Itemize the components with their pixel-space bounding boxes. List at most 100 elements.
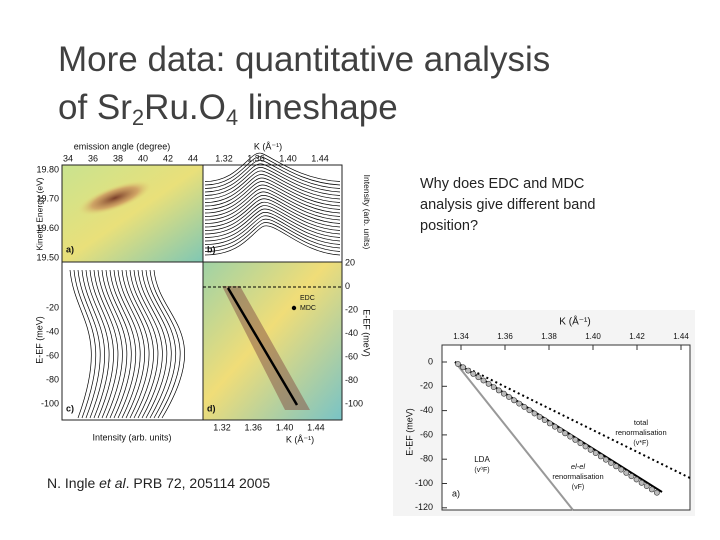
mdc-curve — [137, 269, 168, 419]
panel-c — [61, 261, 204, 421]
label: -60 — [345, 351, 358, 361]
label: 1.44 — [307, 422, 325, 432]
title-text: lineshape — [238, 88, 398, 127]
data-circle — [536, 413, 543, 420]
label: 42 — [163, 153, 173, 163]
mdc-curve — [89, 269, 114, 419]
data-circle — [562, 430, 568, 437]
reference: . PRB 72, 205114 2005 — [125, 475, 271, 491]
label: K (Å⁻¹) — [286, 434, 314, 444]
label: -80 — [46, 374, 59, 384]
edc-curve — [204, 195, 341, 224]
data-circle — [572, 436, 579, 443]
label: 1.38 — [541, 332, 557, 341]
data-circle — [654, 489, 660, 496]
mdc-curve — [73, 269, 97, 419]
edc-curve — [204, 222, 341, 252]
data-circle — [608, 460, 614, 466]
mdc-curve — [121, 269, 150, 419]
label: 19.70 — [36, 194, 59, 204]
mdc-curve — [153, 269, 185, 419]
label: 1.40 — [276, 422, 294, 432]
label: Kinetic Energy (eV) — [34, 177, 44, 250]
edc-curve — [204, 188, 341, 217]
mdc-curve — [145, 269, 177, 419]
label: 1.32 — [213, 422, 231, 432]
panel-d — [202, 261, 343, 421]
data-circle — [465, 367, 472, 374]
mdc-curve — [109, 269, 137, 419]
label: K (Å⁻¹) — [559, 315, 590, 328]
label: LDA — [474, 455, 490, 464]
data-circle — [618, 466, 625, 473]
label: 20 — [345, 257, 355, 267]
data-circle — [587, 446, 594, 453]
mdc-curve — [81, 269, 105, 419]
edc-curve — [204, 198, 341, 228]
label: 1.32 — [215, 153, 233, 163]
edc-curve — [204, 184, 341, 214]
label: 1.34 — [453, 332, 469, 341]
data-circle — [490, 384, 497, 390]
label: E-EF (meV) — [362, 309, 372, 357]
label: Intensity (arb. units) — [362, 175, 372, 250]
title-line: More data: quantitative analysis — [58, 40, 551, 79]
mdc-curve — [129, 269, 159, 419]
label: 34 — [63, 153, 73, 163]
mdc-curve — [77, 269, 101, 419]
mdc-line — [226, 287, 299, 406]
label: E-EF (meV) — [34, 316, 44, 364]
elel-line — [454, 361, 691, 479]
title-text: Ru.O — [144, 88, 226, 127]
label: E-EF (meV) — [404, 408, 414, 456]
label: -20 — [420, 381, 433, 391]
edc-curve — [204, 205, 341, 235]
mdc-curve — [97, 269, 123, 419]
data-circle — [546, 420, 553, 427]
label: -40 — [46, 326, 59, 336]
label: -20 — [46, 302, 59, 312]
label: 19.60 — [36, 223, 59, 233]
data-circle — [582, 443, 589, 450]
edc-curve — [204, 212, 341, 242]
label: a) — [66, 244, 74, 254]
label: total — [634, 418, 649, 427]
mdc-curve — [69, 269, 92, 419]
data-circle — [526, 407, 533, 414]
label: 19.50 — [36, 252, 59, 262]
label: c) — [66, 403, 74, 413]
label: a) — [452, 488, 460, 498]
data-circle — [643, 483, 650, 489]
label: -20 — [345, 304, 358, 314]
data-circle — [485, 380, 492, 387]
lda-line — [454, 361, 574, 511]
label: -60 — [46, 350, 59, 360]
label: 1.40 — [279, 153, 297, 163]
data-circle — [470, 370, 477, 377]
label: 38 — [113, 153, 123, 163]
band-blob — [77, 180, 153, 216]
label: K (Å⁻¹) — [254, 141, 282, 151]
mdc-curve — [113, 269, 141, 419]
edc-curve — [204, 215, 341, 245]
label: renormalisation — [552, 472, 603, 481]
data-circle — [597, 453, 604, 460]
data-circle — [455, 361, 461, 367]
label: -100 — [41, 398, 59, 408]
data-circle — [628, 473, 635, 480]
edc-curves — [69, 152, 341, 419]
edc-curve — [204, 160, 341, 189]
label: Intensity (arb. units) — [92, 432, 171, 442]
label: EDC — [300, 295, 315, 302]
label: el-el — [571, 462, 586, 471]
mdc-curve — [149, 269, 181, 419]
edc-curve — [204, 201, 341, 231]
subscript: 4 — [225, 105, 239, 130]
mdc-curve — [105, 269, 132, 419]
data-circle — [531, 410, 538, 417]
author: N. Ingle — [47, 475, 100, 491]
label: -40 — [345, 328, 358, 338]
subscript: 2 — [131, 105, 145, 130]
